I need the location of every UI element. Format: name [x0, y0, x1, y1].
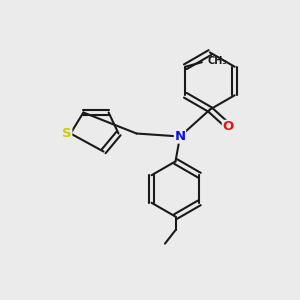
Text: CH₃: CH₃: [207, 56, 227, 66]
Text: S: S: [62, 127, 72, 140]
Text: O: O: [222, 120, 234, 134]
Text: N: N: [174, 130, 186, 143]
